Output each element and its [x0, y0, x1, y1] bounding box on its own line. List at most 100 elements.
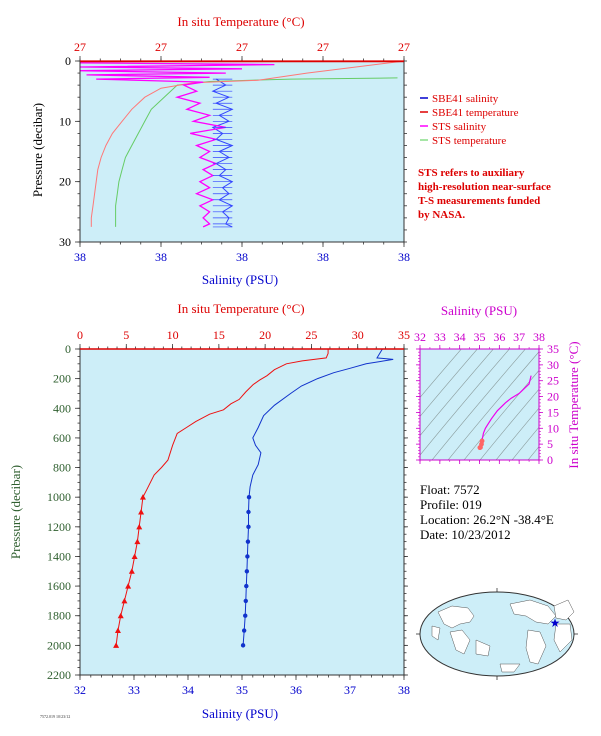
main-chart-salinity-marker	[241, 628, 247, 633]
note-line: high-resolution near-surface	[418, 181, 551, 193]
ts-density-contour	[479, 388, 539, 460]
top-chart-temp-tick-label: 27	[317, 40, 329, 54]
world-map: ★	[416, 588, 578, 680]
ts-chart-salinity-tick-label: 37	[513, 330, 525, 344]
main-chart-pressure-tick-label: 1600	[47, 579, 71, 593]
top-chart-salinity-tick-label: 38	[317, 250, 329, 264]
main-chart-salinity-tick-label: 37	[344, 683, 356, 697]
top-chart-salinity-axis-title: Salinity (PSU)	[202, 272, 278, 287]
float-location-marker: ★	[550, 616, 561, 630]
map-land	[431, 599, 575, 673]
main-chart-salinity-marker	[246, 494, 252, 500]
float-id: Float: 7572	[420, 482, 480, 497]
note-line: by NASA.	[418, 209, 465, 221]
main-chart-temp-tick-label: 0	[77, 328, 83, 342]
main-chart-line-salinity	[242, 348, 394, 646]
main-chart-line-temperature	[115, 349, 329, 646]
ts-chart-temp-tick-label: 25	[547, 374, 559, 388]
ts-density-contour	[447, 351, 539, 460]
main-chart-pressure-axis-title: Pressure (decibar)	[8, 465, 23, 559]
top-chart-pressure-tick-label: 30	[59, 235, 71, 249]
top-plot-area	[80, 61, 404, 242]
main-chart-temp-marker	[114, 627, 121, 634]
top-chart-legend: SBE41 salinity SBE41 temperature STS salin…	[420, 93, 519, 147]
main-chart-salinity-marker	[245, 539, 251, 544]
main-chart-temp-tick-label: 5	[123, 328, 129, 342]
main-chart-pressure-tick-label: 600	[53, 431, 71, 445]
note-line: T-S measurements funded	[418, 195, 540, 207]
ts-chart-temp-tick-label: 30	[547, 358, 559, 372]
location: Location: 26.2°N -38.4°E	[420, 512, 554, 527]
main-chart-temp-tick-label: 20	[259, 328, 271, 342]
ts-density-contour	[420, 349, 462, 398]
main-chart-temp-marker	[134, 538, 141, 545]
top-chart-salinity-tick-label: 38	[155, 250, 167, 264]
top-chart: In situ Temperature (°C) 27 27 27 27 27 0 10 2…	[30, 14, 410, 287]
main-chart-temp-marker	[138, 509, 145, 515]
top-chart-temp-tick-label: 27	[155, 40, 167, 54]
top-chart-pressure-tick-label: 10	[59, 114, 71, 128]
main-chart-temp-marker	[121, 597, 128, 604]
ts-density-contour	[511, 426, 539, 460]
top-chart-salinity-tick-label: 38	[74, 250, 86, 264]
ts-chart-temp-tick-label: 0	[547, 453, 553, 467]
main-chart-temp-marker	[125, 583, 132, 589]
main-chart-salinity-axis-title: Salinity (PSU)	[202, 706, 278, 721]
main-chart-pressure-tick-label: 1800	[47, 609, 71, 623]
main-chart-pressure-tick-label: 0	[65, 342, 71, 356]
main-chart-salinity-tick-label: 35	[236, 683, 248, 697]
ts-density-contour	[420, 349, 510, 456]
top-chart-temp-tick-label: 27	[236, 40, 248, 54]
main-chart-salinity-marker	[246, 509, 251, 515]
legend-label: STS temperature	[432, 135, 506, 147]
main-chart-salinity-marker	[240, 643, 246, 648]
top-chart-series-sbe41-temperature	[90, 60, 405, 227]
main-chart-salinity-marker	[244, 583, 249, 589]
note-line: STS refers to auxiliary	[418, 167, 525, 179]
ts-density-contour	[495, 407, 539, 460]
main-chart-temp-axis-title: In situ Temperature (°C)	[177, 301, 304, 316]
ts-chart-temp-tick-label: 15	[547, 405, 559, 419]
ts-chart-temp-tick-label: 5	[547, 437, 553, 451]
top-chart-salinity-tick-label: 38	[236, 250, 248, 264]
footer-text: 7572.019 10/23/12	[40, 714, 70, 719]
profile-number: Profile: 019	[420, 497, 482, 512]
legend-label: SBE41 temperature	[432, 107, 519, 119]
ts-chart-marker	[477, 445, 483, 451]
main-chart-salinity-tick-label: 36	[290, 683, 302, 697]
ts-chart-temp-tick-label: 20	[547, 390, 559, 404]
main-chart-temp-marker	[131, 553, 138, 559]
main-chart-salinity-tick-label: 34	[182, 683, 194, 697]
main-chart-temp-marker	[136, 523, 143, 530]
top-chart-pressure-tick-label: 0	[65, 54, 71, 68]
ts-chart-salinity-tick-label: 35	[474, 330, 486, 344]
ts-chart-salinity-axis-title: Salinity (PSU)	[441, 303, 517, 318]
float-info: Float: 7572 Profile: 019 Location: 26.2°…	[420, 482, 554, 542]
legend-label: STS salinity	[432, 121, 487, 133]
main-chart-pressure-tick-label: 800	[53, 461, 71, 475]
legend-label: SBE41 salinity	[432, 93, 499, 105]
ts-chart-salinity-tick-label: 33	[434, 330, 446, 344]
main-chart-salinity-marker	[245, 554, 250, 559]
main-chart-salinity-tick-label: 32	[74, 683, 86, 697]
main-chart-temp-tick-label: 10	[167, 328, 179, 342]
main-chart-temp-tick-label: 35	[398, 328, 410, 342]
main-chart-pressure-tick-label: 2200	[47, 668, 71, 682]
main-chart-pressure-tick-label: 1200	[47, 520, 71, 534]
main-chart-temp-marker	[113, 642, 120, 648]
ts-chart-salinity-tick-label: 32	[414, 330, 426, 344]
ts-chart-salinity-tick-label: 36	[493, 330, 505, 344]
ts-density-contour	[463, 369, 539, 460]
top-chart-note: STS refers to auxiliary high-resolution n…	[418, 167, 551, 221]
main-chart-temp-marker	[117, 612, 124, 619]
main-chart: In situ Temperature (°C) 0 5 10 15 20 25 30 35 …	[8, 301, 410, 721]
top-chart-series	[79, 60, 405, 228]
main-chart-salinity-marker	[244, 569, 250, 574]
main-chart-salinity-marker	[246, 524, 251, 530]
ts-density-contour	[431, 349, 526, 460]
top-chart-pressure-axis-title: Pressure (decibar)	[30, 103, 45, 197]
main-chart-temp-marker	[139, 494, 146, 500]
main-chart-salinity-marker	[243, 598, 248, 604]
main-chart-pressure-tick-label: 1000	[47, 490, 71, 504]
